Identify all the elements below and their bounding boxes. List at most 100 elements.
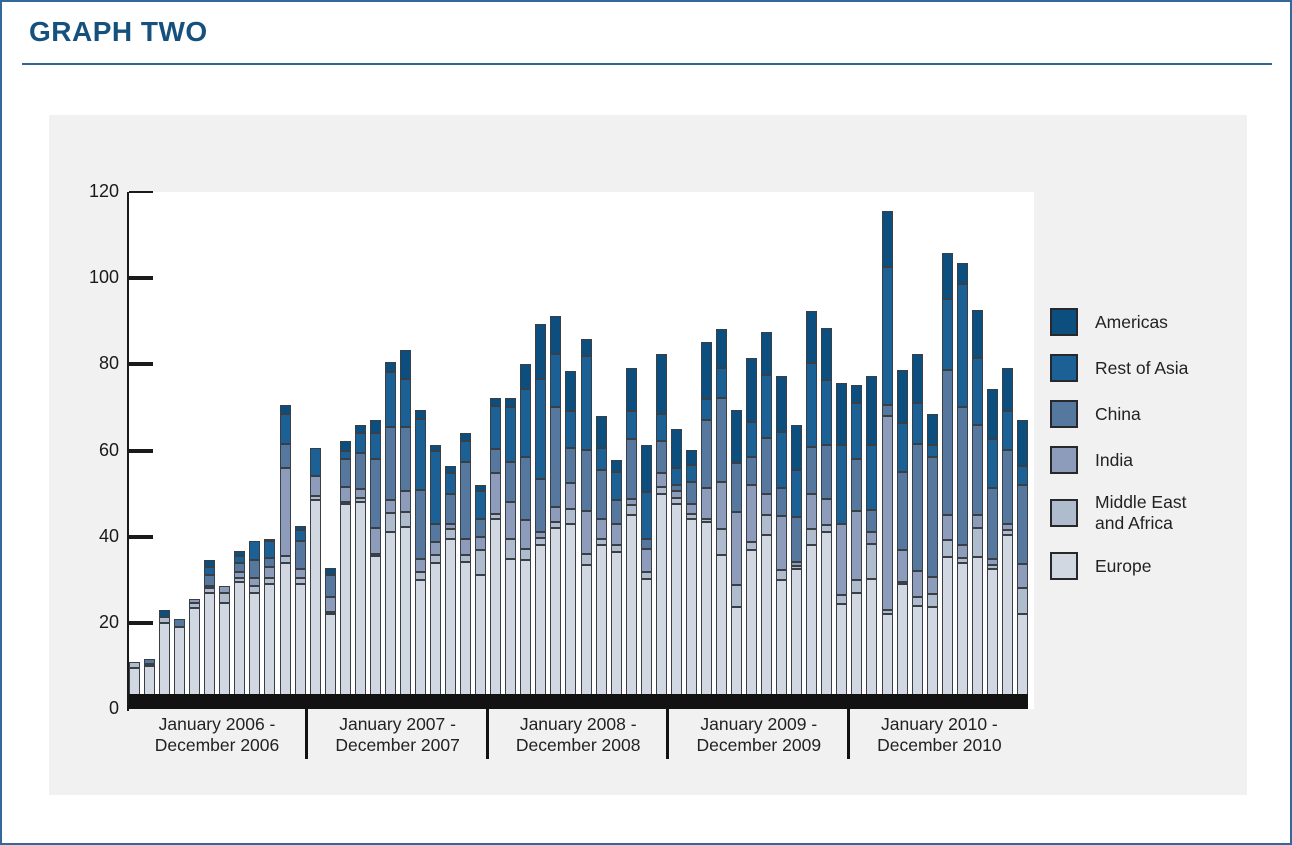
- bar-segment-europe: [505, 558, 517, 709]
- bar-segment-americas: [610, 459, 622, 472]
- bar-segment-middle_east_africa: [776, 569, 788, 580]
- bar-segment-china: [565, 448, 577, 483]
- bar-segment-india: [354, 489, 366, 498]
- bar-segment-europe: [264, 584, 276, 709]
- bar-segment-europe: [535, 545, 547, 709]
- bar-segment-middle_east_africa: [430, 554, 441, 563]
- bar-month-31: [580, 338, 592, 709]
- bar-segment-india: [610, 523, 622, 545]
- bar-segment-india: [339, 487, 351, 503]
- bar-segment-europe: [565, 523, 577, 709]
- legend-swatch-americas: [1050, 308, 1078, 336]
- bar-segment-europe: [445, 538, 457, 709]
- bar-segment-americas: [731, 409, 742, 464]
- bar-segment-americas: [806, 311, 818, 364]
- bar-segment-india: [700, 487, 712, 520]
- bar-segment-middle_east_africa: [339, 502, 351, 505]
- bar-month-56: [956, 263, 968, 709]
- bar-segment-rest_of_asia: [746, 422, 758, 457]
- bar-segment-europe: [776, 579, 788, 709]
- x-group-label-line1: January 2009 -: [700, 714, 818, 734]
- bar-segment-americas: [851, 385, 863, 404]
- bar-segment-rest_of_asia: [821, 379, 833, 445]
- bar-segment-europe: [354, 502, 366, 709]
- bar-segment-europe: [294, 584, 306, 709]
- bar-segment-europe: [971, 556, 983, 709]
- bar-segment-middle_east_africa: [159, 617, 171, 623]
- bar-segment-americas: [414, 409, 426, 419]
- group-separator: [666, 707, 670, 759]
- bar-segment-middle_east_africa: [535, 538, 547, 546]
- bar-segment-middle_east_africa: [731, 584, 742, 607]
- bar-segment-rest_of_asia: [309, 448, 321, 477]
- bar-segment-india: [881, 416, 893, 610]
- x-group-label-line1: January 2006 -: [158, 714, 276, 734]
- bar-month-45: [791, 424, 803, 709]
- bar-segment-china: [715, 398, 727, 482]
- bar-segment-middle_east_africa: [821, 524, 833, 532]
- bar-month-35: [640, 444, 652, 709]
- bar-segment-middle_east_africa: [986, 564, 998, 569]
- bar-segment-middle_east_africa: [129, 661, 140, 669]
- bar-segment-europe: [595, 544, 607, 709]
- legend-item-americas: Americas: [1050, 308, 1188, 336]
- bar-segment-middle_east_africa: [279, 556, 291, 563]
- y-tick-label-120: 120: [88, 181, 119, 201]
- bar-month-33: [610, 459, 622, 709]
- bar-segment-india: [625, 498, 637, 506]
- bar-segment-india: [655, 473, 667, 487]
- bar-segment-americas: [776, 376, 788, 432]
- bar-segment-china: [821, 444, 833, 499]
- bar-segment-rest_of_asia: [640, 491, 652, 539]
- bar-month-32: [595, 415, 607, 709]
- bar-segment-china: [369, 459, 381, 529]
- bar-segment-middle_east_africa: [836, 594, 848, 604]
- legend-label-india: India: [1095, 449, 1133, 470]
- bar-segment-china: [460, 461, 472, 539]
- bar-segment-china: [1016, 484, 1028, 564]
- legend-swatch-china: [1050, 400, 1078, 428]
- bar-segment-americas: [1001, 368, 1013, 412]
- bar-segment-china: [234, 562, 246, 573]
- bar-segment-rest_of_asia: [264, 541, 276, 559]
- bar-segment-middle_east_africa: [234, 577, 246, 582]
- bar-segment-americas: [655, 354, 667, 415]
- bar-segment-rest_of_asia: [956, 284, 968, 407]
- bar-segment-europe: [821, 531, 833, 709]
- bar-segment-middle_east_africa: [881, 609, 893, 615]
- bar-segment-india: [821, 498, 833, 525]
- bar-segment-china: [294, 541, 306, 569]
- bar-segment-rest_of_asia: [625, 411, 637, 440]
- bar-segment-china: [475, 518, 487, 537]
- bar-segment-rest_of_asia: [460, 441, 472, 462]
- bar-segment-middle_east_africa: [746, 541, 758, 550]
- bar-segment-india: [1016, 563, 1028, 588]
- bar-month-29: [550, 316, 562, 709]
- bar-segment-india: [836, 523, 848, 595]
- bar-segment-americas: [911, 354, 923, 404]
- bar-segment-rest_of_asia: [475, 491, 487, 519]
- bar-month-19: [399, 350, 411, 709]
- bar-segment-europe: [414, 579, 426, 709]
- bar-segment-rest_of_asia: [535, 379, 547, 479]
- bar-segment-china: [941, 369, 953, 515]
- bar-segment-europe: [279, 562, 291, 709]
- bar-segment-china: [339, 459, 351, 488]
- bar-segment-rest_of_asia: [204, 566, 216, 576]
- bar-segment-europe: [580, 564, 592, 709]
- bar-segment-china: [746, 456, 758, 485]
- bar-segment-europe: [249, 592, 261, 709]
- bar-segment-middle_east_africa: [475, 549, 487, 575]
- legend-item-china: China: [1050, 400, 1188, 428]
- bar-segment-china: [851, 459, 863, 511]
- bar-segment-middle_east_africa: [791, 566, 803, 569]
- bar-segment-rest_of_asia: [339, 451, 351, 460]
- bar-segment-china: [700, 419, 712, 488]
- bar-segment-rest_of_asia: [294, 530, 306, 541]
- bar-segment-rest_of_asia: [399, 379, 411, 427]
- bar-segment-rest_of_asia: [430, 451, 441, 524]
- bar-segment-middle_east_africa: [520, 548, 532, 560]
- bar-segment-rest_of_asia: [986, 439, 998, 489]
- bar-segment-china: [279, 444, 291, 468]
- bar-segment-middle_east_africa: [294, 577, 306, 585]
